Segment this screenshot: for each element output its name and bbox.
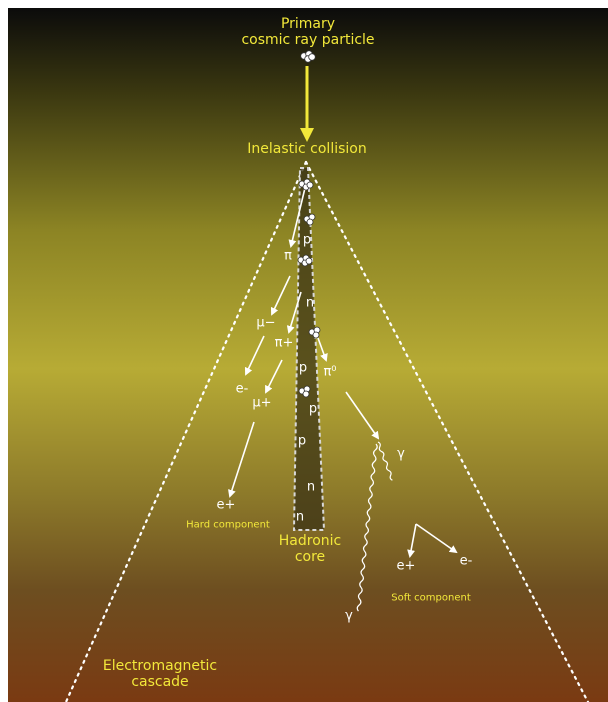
diagram-canvas: Primary cosmic ray particle Inelastic co… bbox=[8, 8, 608, 702]
pi-zero-label: π⁰ bbox=[323, 364, 337, 380]
mu-plus-label: μ+ bbox=[252, 395, 272, 411]
core-p2-label: p bbox=[298, 360, 308, 376]
hard-component-label: Hard component bbox=[186, 519, 270, 531]
soft-component-label: Soft component bbox=[391, 592, 471, 604]
arrow-to-gamma-split bbox=[345, 391, 380, 440]
e-minus-label: e- bbox=[235, 381, 249, 397]
pi-label: π bbox=[284, 248, 292, 264]
diagram-graphics bbox=[64, 50, 590, 702]
em-cascade-label-line1: Electromagnetic bbox=[102, 657, 218, 674]
core-p3-label: p bbox=[308, 401, 318, 417]
core-n2-label: n bbox=[306, 479, 316, 495]
primary-label-line2: cosmic ray particle bbox=[241, 32, 375, 48]
arrow-to-e-plus-hard bbox=[228, 421, 255, 498]
gamma-wave-left bbox=[356, 443, 378, 612]
core-n1-label: n bbox=[305, 295, 315, 311]
hadronic-core-label-line2: core bbox=[294, 549, 326, 565]
gamma-right-label: γ bbox=[397, 446, 405, 462]
em-cascade-label: Electromagnetic cascade bbox=[103, 658, 217, 690]
arrow-to-mu-minus bbox=[270, 275, 291, 316]
em-cascade-label-line2: cascade bbox=[131, 674, 189, 690]
hadronic-core-label-line1: Hadronic bbox=[278, 532, 342, 549]
primary-label-line1: Primary bbox=[280, 15, 336, 32]
core-p4-label: p bbox=[297, 433, 307, 449]
nucleon-icon-primary bbox=[300, 50, 316, 63]
core-n3-label: n bbox=[295, 509, 305, 525]
pi-plus-label: π+ bbox=[274, 335, 294, 351]
nucleon-icon-collision bbox=[298, 178, 314, 191]
core-p1-label: p bbox=[302, 232, 312, 248]
nucleon-icon-2 bbox=[303, 213, 316, 226]
gamma-bottom-label: γ bbox=[345, 608, 353, 624]
nucleon-icon-4 bbox=[308, 326, 321, 339]
arrow-to-mu-plus bbox=[265, 359, 283, 394]
e-plus-hard-label: e+ bbox=[216, 497, 236, 513]
gamma-wave-right bbox=[377, 441, 393, 481]
arrow-to-e-plus-soft bbox=[407, 523, 417, 558]
primary-label: Primary cosmic ray particle bbox=[241, 16, 374, 48]
e-minus-soft-label: e- bbox=[459, 553, 473, 569]
cascade-left-edge bbox=[64, 160, 308, 702]
inelastic-collision-label: Inelastic collision bbox=[247, 140, 367, 157]
arrow-to-e-minus-soft bbox=[415, 523, 458, 554]
nucleon-icon-3 bbox=[297, 254, 313, 267]
nucleon-icon-5 bbox=[298, 385, 311, 398]
hadronic-core-label: Hadronic core bbox=[279, 533, 341, 565]
mu-minus-label: μ− bbox=[256, 315, 276, 331]
arrow-to-pi bbox=[288, 187, 306, 248]
arrow-to-e-minus bbox=[244, 335, 265, 376]
e-plus-soft-label: e+ bbox=[396, 558, 416, 574]
arrow-to-pi-zero bbox=[317, 337, 328, 362]
arrow-to-pi-plus bbox=[286, 291, 302, 334]
